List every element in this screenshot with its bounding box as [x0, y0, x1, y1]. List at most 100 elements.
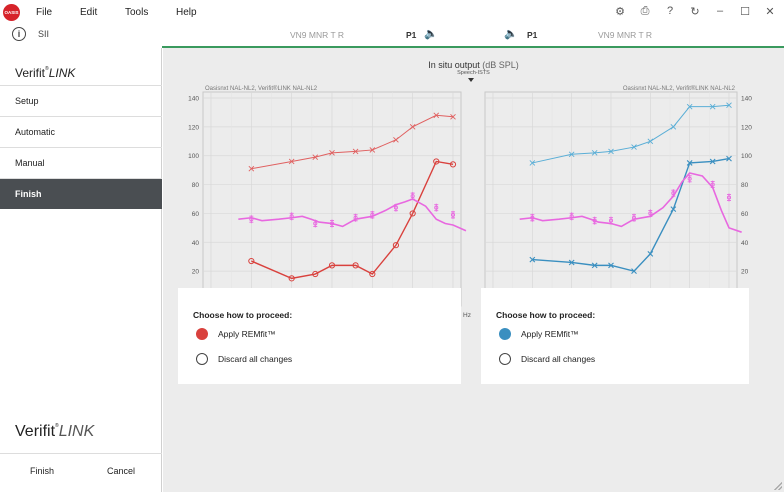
sidebar-item-finish[interactable]: Finish: [0, 178, 162, 209]
right-target-point: [631, 215, 637, 220]
left-response-point: [288, 275, 295, 282]
left-speaker-icon[interactable]: 🔈: [424, 28, 438, 40]
left-upper-point: [433, 112, 440, 119]
left-discard-radio[interactable]: [196, 353, 208, 365]
left-response-point: [369, 270, 376, 278]
left-target-marker: [370, 210, 375, 219]
left-response-line: [251, 160, 454, 280]
right-upper-point: [670, 124, 677, 130]
right-program-label: P1: [527, 30, 538, 40]
sidebar-item-automatic[interactable]: Automatic: [0, 116, 162, 147]
left-target-marker: [451, 210, 455, 219]
main-panel: In situ output (dB SPL) Speech-ISTS 0204…: [163, 48, 784, 492]
left-target-point: [370, 212, 375, 217]
left-target-point: [353, 215, 358, 220]
right-target-point: [608, 218, 614, 223]
right-discard-label: Discard all changes: [521, 354, 596, 364]
left-target-point: [249, 217, 254, 222]
left-response-point: [248, 257, 255, 265]
right-ytick-label: 120: [741, 124, 752, 131]
left-apply-label: Apply REMfit™: [218, 329, 276, 339]
right-ytick-label: 140: [741, 96, 752, 103]
minimize-icon[interactable]: –: [716, 5, 724, 17]
menu-tools[interactable]: Tools: [125, 7, 149, 18]
left-upper-point: [369, 147, 376, 153]
chart-unit: (dB SPL): [482, 60, 519, 70]
refresh-icon[interactable]: ↻: [690, 6, 700, 18]
right-target-point: [687, 176, 692, 181]
left-response-point: [312, 270, 319, 278]
right-apply-option[interactable]: Apply REMfit™: [499, 328, 579, 340]
right-response-point: [726, 155, 732, 162]
left-upper-point: [248, 165, 255, 172]
left-target-marker: [410, 192, 415, 201]
sidebar: Verifit®LINK Setup Automatic Manual Fini…: [0, 48, 162, 492]
left-apply-radio[interactable]: [196, 328, 208, 340]
right-upper-point: [726, 102, 732, 109]
help-icon[interactable]: ?: [666, 5, 674, 17]
left-upper-point: [352, 148, 359, 155]
right-target-point: [726, 195, 732, 200]
left-target-point: [329, 221, 335, 226]
sidebar-item-manual[interactable]: Manual: [0, 147, 162, 178]
right-target-marker: [569, 212, 574, 221]
right-upper-point: [709, 103, 716, 110]
right-apply-radio[interactable]: [499, 328, 511, 340]
left-upper-point: [329, 150, 335, 156]
window-controls: ⚙ ⎙ ? ↻ – ☐ ✕: [614, 5, 776, 18]
left-target-marker: [313, 219, 318, 228]
left-target-point: [434, 205, 439, 210]
right-target-marker: [648, 209, 653, 218]
right-discard-radio[interactable]: [499, 353, 511, 365]
settings-icon[interactable]: ⚙: [615, 6, 625, 18]
brand-top: Verifit®LINK: [15, 66, 75, 80]
chevron-down-icon[interactable]: [468, 78, 474, 82]
left-discard-option[interactable]: Discard all changes: [196, 353, 292, 365]
left-ytick-label: 60: [192, 211, 200, 218]
menu-bar: OASIS File Edit Tools Help ⚙ ⎙ ? ↻ – ☐ ✕: [0, 0, 784, 26]
left-card-title: Choose how to proceed:: [193, 310, 293, 320]
menu-edit[interactable]: Edit: [80, 7, 98, 18]
right-upper-point: [686, 103, 693, 110]
right-ytick-label: 100: [741, 153, 752, 160]
menu-file[interactable]: File: [36, 7, 53, 18]
cancel-button[interactable]: Cancel: [107, 466, 136, 476]
print-icon[interactable]: ⎙: [640, 5, 650, 17]
right-ear-chart: 0204060801001201401252505001k2k4k8kHzOas…: [484, 85, 752, 318]
right-target-marker: [710, 180, 715, 189]
right-ytick-label: 60: [741, 211, 749, 218]
right-response-point: [591, 262, 598, 269]
left-target-marker: [393, 203, 398, 212]
left-upper-point: [450, 113, 456, 120]
sidebar-item-setup[interactable]: Setup: [0, 85, 162, 116]
left-device-label: VN9 MNR T R: [290, 30, 345, 40]
resize-grip-icon[interactable]: [774, 482, 782, 490]
left-apply-option[interactable]: Apply REMfit™: [196, 328, 276, 340]
left-ytick-label: 20: [192, 269, 200, 276]
left-response-point: [352, 262, 359, 269]
left-ytick-label: 120: [188, 124, 199, 131]
left-target-point: [289, 214, 294, 219]
menu-help[interactable]: Help: [176, 7, 197, 18]
chart-subtitle[interactable]: Speech-ISTS: [457, 70, 490, 76]
right-speaker-icon[interactable]: 🔈: [504, 28, 518, 40]
right-target-point: [648, 211, 653, 216]
finish-button[interactable]: Finish: [30, 466, 55, 476]
left-ear-chart: 0204060801001201401252505001k2k4k8kHzOas…: [188, 85, 471, 318]
right-upper-line: [532, 104, 730, 164]
right-response-point: [568, 259, 575, 266]
right-card-title: Choose how to proceed:: [496, 310, 596, 320]
right-ytick-label: 40: [741, 240, 749, 247]
left-target-marker: [249, 215, 254, 224]
info-icon[interactable]: i: [12, 27, 26, 41]
left-legend: Oasisnxt NAL-NL2, Verifit®LINK NAL-NL2: [205, 85, 318, 92]
right-response-point: [686, 160, 693, 166]
close-icon[interactable]: ✕: [765, 6, 775, 18]
left-target-point: [450, 212, 456, 217]
right-apply-label: Apply REMfit™: [521, 329, 579, 339]
left-target-point: [313, 221, 318, 226]
left-upper-line: [251, 114, 454, 170]
maximize-icon[interactable]: ☐: [740, 6, 750, 18]
right-response-point: [647, 250, 654, 257]
right-discard-option[interactable]: Discard all changes: [499, 353, 595, 365]
